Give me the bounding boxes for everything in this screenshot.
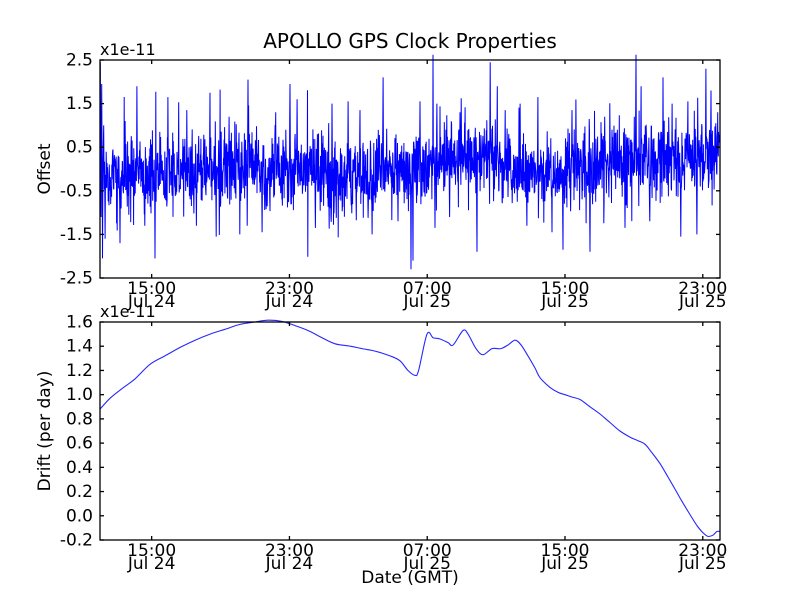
offset-ytick-label: -2.5 <box>60 269 93 289</box>
offset-xtick-time-label: 15:00 <box>127 279 176 299</box>
drift-y-axis-label: Drift (per day) <box>35 371 55 492</box>
drift-xtick-time-label: 23:00 <box>265 541 314 561</box>
drift-axes-frame <box>99 321 721 541</box>
offset-xtick-time-label: 15:00 <box>541 279 590 299</box>
drift-ytick-label: 0.6 <box>66 434 93 454</box>
offset-scale-label: x1e-11 <box>100 40 156 59</box>
offset-xtick-date-label: Jul 24 <box>265 292 314 312</box>
drift-ytick-label: -0.2 <box>60 531 93 551</box>
drift-ytick-label: 0.8 <box>66 409 93 429</box>
drift-xtick-date-label: Jul 25 <box>678 554 727 574</box>
x-axis-label: Date (GMT) <box>361 568 459 588</box>
offset-axes-frame <box>99 59 721 279</box>
drift-scale-label: x1e-11 <box>100 302 156 321</box>
offset-ytick-label: 2.5 <box>66 51 93 71</box>
drift-xtick-date-label: Jul 24 <box>127 554 176 574</box>
drift-ytick-label: 1.0 <box>66 385 93 405</box>
offset-xtick-date-label: Jul 25 <box>402 292 451 312</box>
offset-xtick-date-label: Jul 25 <box>540 292 589 312</box>
drift-series-line <box>99 319 721 538</box>
offset-xtick-time-label: 07:00 <box>403 279 452 299</box>
offset-xtick-time-label: 23:00 <box>265 279 314 299</box>
offset-ytick-label: -1.5 <box>60 225 93 245</box>
offset-ytick-label: -0.5 <box>60 181 93 201</box>
offset-xtick-time-label: 23:00 <box>678 279 727 299</box>
drift-ytick-label: 1.2 <box>66 361 93 381</box>
drift-ytick-label: 1.4 <box>66 337 93 357</box>
drift-xtick-time-label: 15:00 <box>127 541 176 561</box>
chart-title: APOLLO GPS Clock Properties <box>263 29 557 53</box>
drift-ytick-label: 0.0 <box>66 506 93 526</box>
offset-ytick-label: 1.5 <box>66 94 93 114</box>
drift-ytick-label: 0.4 <box>66 458 93 478</box>
drift-ytick-label: 0.2 <box>66 482 93 502</box>
offset-ytick-label: 0.5 <box>66 138 93 158</box>
drift-xtick-time-label: 15:00 <box>541 541 590 561</box>
drift-xtick-time-label: 07:00 <box>403 541 452 561</box>
offset-xtick-date-label: Jul 25 <box>678 292 727 312</box>
drift-xtick-date-label: Jul 24 <box>265 554 314 574</box>
offset-series-line <box>99 54 721 270</box>
drift-xtick-time-label: 23:00 <box>678 541 727 561</box>
drift-ytick-label: 1.6 <box>66 313 93 333</box>
offset-y-axis-label: Offset <box>35 143 55 194</box>
drift-xtick-date-label: Jul 25 <box>540 554 589 574</box>
drift-xtick-date-label: Jul 25 <box>402 554 451 574</box>
offset-xtick-date-label: Jul 24 <box>127 292 176 312</box>
